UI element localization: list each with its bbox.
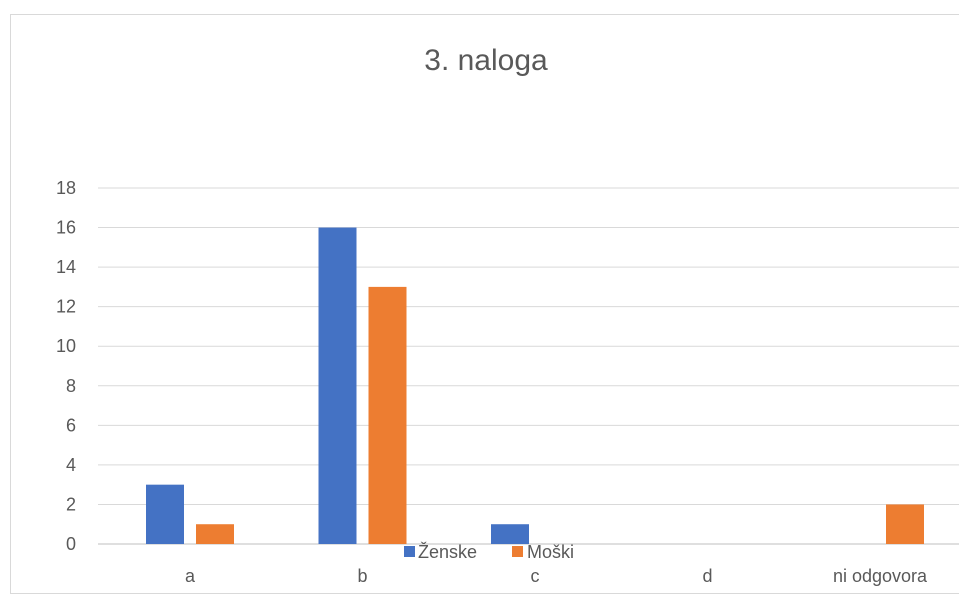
y-tick-label: 10	[56, 336, 76, 356]
bar-zenske-2	[491, 524, 529, 544]
y-tick-label: 16	[56, 218, 76, 238]
bar-zenske-0	[146, 484, 184, 544]
legend-label: Ženske	[418, 542, 477, 562]
legend-label: Moški	[527, 542, 574, 562]
x-axis-ticks: a b c d ni odgovora	[185, 566, 928, 586]
gridlines	[98, 187, 959, 545]
legend-swatch	[512, 546, 523, 557]
y-tick-label: 0	[66, 534, 76, 554]
x-tick-label: d	[702, 566, 712, 586]
y-tick-label: 6	[66, 415, 76, 435]
bar-moski-4	[886, 504, 924, 544]
x-tick-label: a	[185, 566, 196, 586]
y-tick-label: 18	[56, 178, 76, 198]
y-tick-label: 14	[56, 257, 76, 277]
y-tick-label: 8	[66, 376, 76, 396]
x-tick-label: ni odgovora	[833, 566, 928, 586]
y-tick-label: 12	[56, 297, 76, 317]
bar-moski-0	[196, 524, 234, 544]
bars	[146, 227, 924, 545]
legend: Ženske Moški	[404, 542, 574, 562]
x-tick-label: c	[531, 566, 540, 586]
y-tick-label: 4	[66, 455, 76, 475]
chart-title: 3. naloga	[424, 44, 548, 77]
y-axis-ticks: 0 2 4 6 8 10 12 14 16 18	[56, 178, 76, 554]
y-tick-label: 2	[66, 494, 76, 514]
bar-zenske-1	[318, 227, 357, 545]
legend-swatch	[404, 546, 415, 557]
x-tick-label: b	[357, 566, 367, 586]
bar-moski-1	[368, 286, 407, 544]
